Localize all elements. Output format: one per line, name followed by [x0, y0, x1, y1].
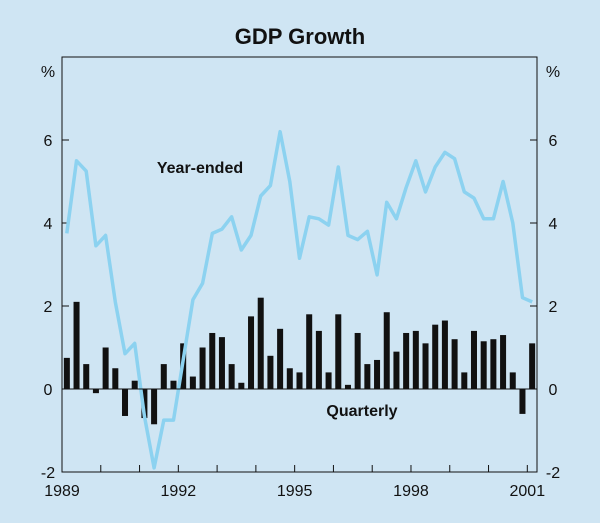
quarterly-bar: [335, 314, 342, 389]
y-axis-right: -2 0 2 4 6: [530, 133, 560, 482]
quarterly-bar: [432, 324, 439, 389]
quarterly-bar: [209, 332, 216, 389]
quarterly-bar: [500, 335, 507, 389]
y-tick-label-left: 6: [44, 133, 53, 150]
quarterly-bar: [248, 316, 255, 389]
quarterly-bar: [374, 359, 381, 389]
quarterly-bar: [364, 364, 371, 389]
quarterly-bar: [519, 389, 526, 414]
quarterly-bar: [218, 337, 225, 389]
quarterly-bar: [238, 382, 245, 389]
quarterly-bar: [112, 368, 119, 389]
quarterly-bar: [325, 372, 332, 389]
quarterly-bar: [286, 368, 293, 389]
y-tick-label-right: 2: [549, 299, 558, 316]
quarterly-bar: [122, 389, 129, 416]
quarterly-bar: [383, 312, 390, 389]
quarterly-bar: [412, 330, 419, 389]
quarterly-bar: [393, 351, 400, 389]
quarterly-bar: [83, 364, 90, 389]
y-tick-label-right: -2: [546, 465, 560, 482]
quarterly-bar: [199, 347, 206, 389]
y-tick-label-right: 6: [549, 133, 558, 150]
quarterly-bars: [63, 297, 536, 425]
x-axis: 1989 1992 1995 1998 2001: [44, 465, 545, 500]
quarterly-bar: [63, 357, 70, 389]
quarterly-bar: [151, 389, 158, 425]
y-tick-label-left: 0: [44, 382, 53, 399]
quarterly-bar: [441, 320, 448, 389]
y-tick-label-right: 4: [549, 216, 558, 233]
quarterly-bar: [296, 372, 303, 389]
y-tick-label-right: 0: [549, 382, 558, 399]
quarterly-bar: [490, 339, 497, 389]
y-axis-right-unit: %: [546, 64, 560, 81]
y-axis-left: -2 0 2 4 6: [41, 133, 69, 482]
plot-frame: [61, 56, 538, 473]
quarterly-bar: [131, 380, 138, 389]
chart-title: GDP Growth: [235, 24, 365, 49]
year-ended-label: Year-ended: [157, 160, 243, 177]
x-tick-label: 1989: [44, 483, 80, 500]
quarterly-bar: [461, 372, 468, 389]
quarterly-bar: [509, 372, 516, 389]
quarterly-label: Quarterly: [326, 403, 397, 420]
quarterly-bar: [480, 341, 487, 389]
x-tick-label: 1995: [277, 483, 313, 500]
quarterly-bar: [228, 364, 235, 389]
quarterly-bar: [267, 355, 274, 389]
quarterly-bar: [160, 364, 167, 389]
x-tick-label: 1992: [161, 483, 197, 500]
quarterly-bar: [344, 384, 351, 389]
quarterly-bar: [92, 389, 99, 394]
quarterly-bar: [73, 301, 80, 389]
year-ended-line: [65, 129, 533, 470]
quarterly-bar: [306, 314, 313, 389]
quarterly-bar: [451, 339, 458, 389]
y-tick-label-left: -2: [41, 465, 55, 482]
quarterly-bar: [170, 380, 177, 389]
quarterly-bar: [189, 376, 196, 389]
y-tick-label-left: 4: [44, 216, 53, 233]
quarterly-bar: [403, 332, 410, 389]
y-axis-left-unit: %: [41, 64, 55, 81]
quarterly-bar: [354, 332, 361, 389]
quarterly-bar: [529, 343, 536, 389]
y-tick-label-left: 2: [44, 299, 53, 316]
quarterly-bar: [257, 297, 264, 389]
quarterly-bar: [470, 330, 477, 389]
quarterly-bar: [102, 347, 109, 389]
x-tick-label: 2001: [510, 483, 546, 500]
x-tick-label: 1998: [393, 483, 429, 500]
quarterly-bar: [422, 343, 429, 389]
quarterly-bar: [315, 330, 322, 389]
quarterly-bar: [277, 328, 284, 389]
